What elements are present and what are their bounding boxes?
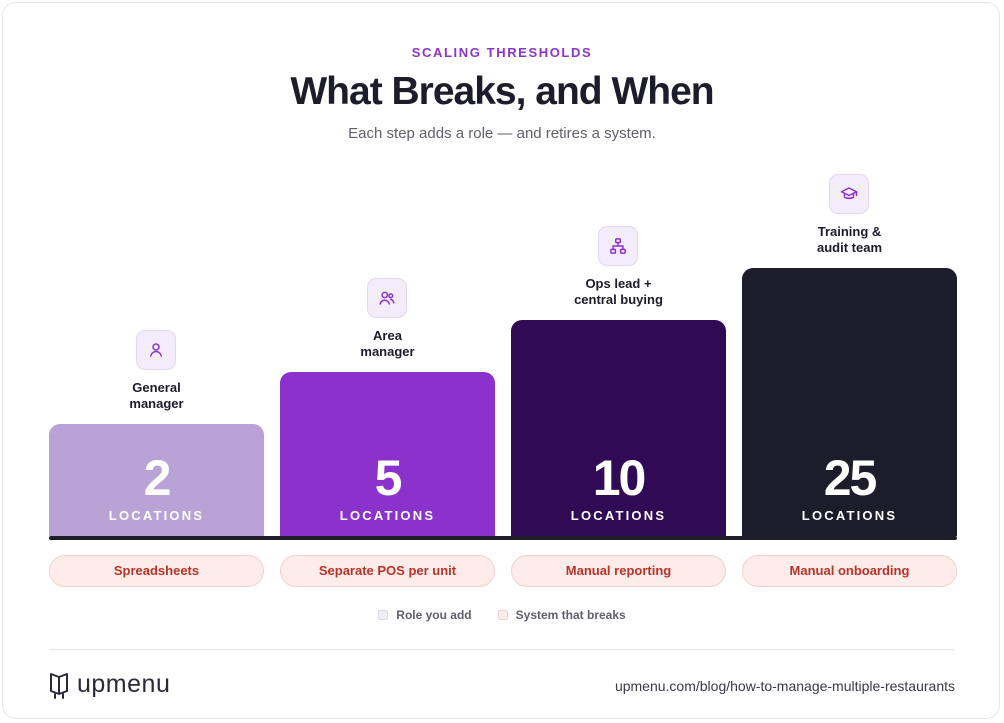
- eyebrow-label: SCALING THRESHOLDS: [411, 45, 593, 60]
- step-column-2: Area manager 5 LOCATIONS: [280, 278, 495, 536]
- step-bar: 10 LOCATIONS: [511, 320, 726, 536]
- org-chart-icon: [598, 226, 638, 266]
- step-column-3: Ops lead + central buying 10 LOCATIONS: [511, 226, 726, 536]
- role-label: Area manager: [360, 328, 415, 359]
- system-pill-manual-onboarding: Manual onboarding: [742, 555, 957, 587]
- system-pill-manual-reporting: Manual reporting: [511, 555, 726, 587]
- location-unit: LOCATIONS: [339, 508, 436, 523]
- legend-swatch-role: [378, 610, 389, 620]
- role-label: General manager: [129, 380, 184, 411]
- location-unit: LOCATIONS: [108, 508, 205, 523]
- user-icon: [136, 330, 176, 370]
- location-count: 5: [374, 450, 403, 506]
- book-icon: [50, 672, 68, 699]
- step-bar: 2 LOCATIONS: [49, 424, 264, 536]
- legend-swatch-system: [497, 610, 508, 620]
- legend-label-role: Role you add: [396, 608, 472, 622]
- legend-label-system: System that breaks: [515, 608, 626, 622]
- baseline-divider: [49, 536, 957, 540]
- step-column-4: Training & audit team 25 LOCATIONS: [742, 174, 957, 536]
- footer-divider: [49, 649, 955, 650]
- page-title: What Breaks, and When: [290, 70, 714, 113]
- step-bar: 25 LOCATIONS: [742, 268, 957, 536]
- legend-item-role: Role you add: [378, 608, 472, 622]
- logo-text: upmenu: [77, 670, 171, 698]
- location-count: 2: [143, 450, 172, 506]
- role-label: Training & audit team: [816, 224, 882, 255]
- legend: Role you add System that breaks: [0, 608, 1004, 622]
- location-unit: LOCATIONS: [801, 508, 898, 523]
- location-count: 10: [592, 450, 647, 506]
- system-pill-separate-pos: Separate POS per unit: [280, 555, 495, 587]
- system-pill-spreadsheets: Spreadsheets: [49, 555, 264, 587]
- users-icon: [367, 278, 407, 318]
- upmenu-logo: upmenu: [49, 670, 170, 699]
- graduation-cap-icon: [829, 174, 869, 214]
- legend-item-system: System that breaks: [497, 608, 626, 622]
- step-column-1: General manager 2 LOCATIONS: [49, 330, 264, 536]
- source-url: upmenu.com/blog/how-to-manage-multiple-r…: [614, 678, 955, 694]
- step-bar: 5 LOCATIONS: [280, 372, 495, 536]
- location-unit: LOCATIONS: [570, 508, 667, 523]
- role-label: Ops lead + central buying: [574, 276, 663, 307]
- page-subtitle: Each step adds a role — and retires a sy…: [348, 125, 656, 142]
- location-count: 25: [823, 450, 878, 506]
